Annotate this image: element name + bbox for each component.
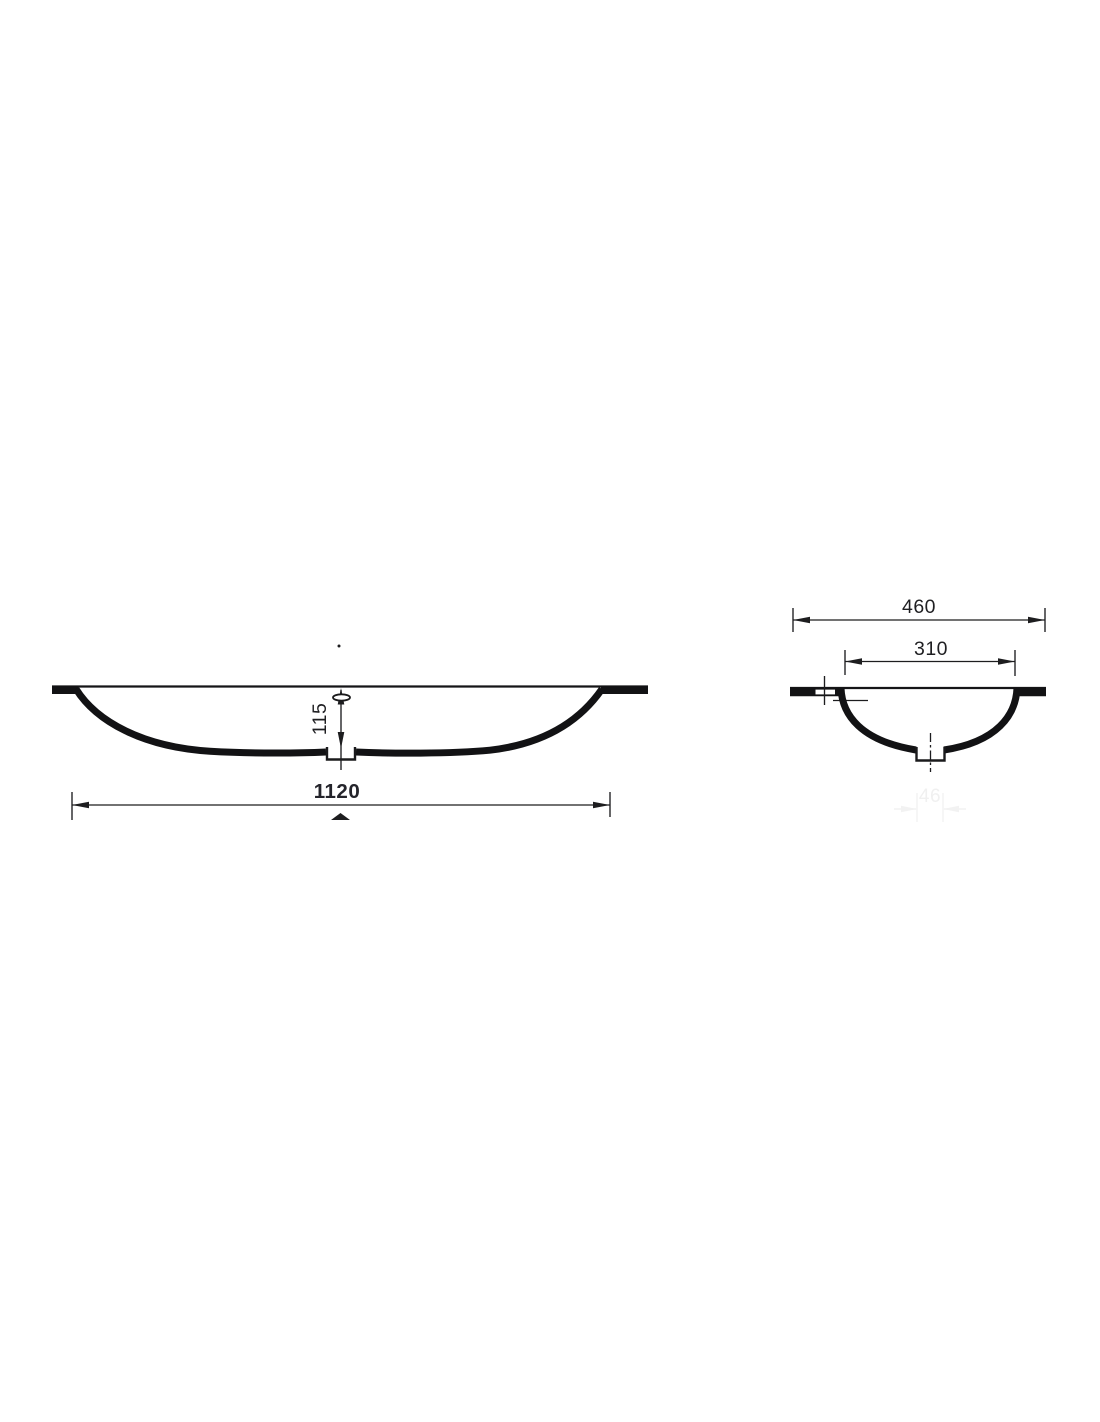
front-centerline-mark: [331, 813, 350, 820]
front-dim-width-label: 1120: [314, 780, 360, 803]
side-dim-overall: 460: [792, 596, 1046, 632]
side-dim-bowl-arrow-left: [845, 658, 862, 665]
side-bowl-wall-right: [943, 687, 1021, 754]
front-dim-width-arrow-left: [72, 801, 89, 809]
front-view: 115 1120: [52, 644, 648, 820]
side-dim-overall-label: 460: [902, 596, 936, 618]
side-view: 460 310: [790, 596, 1046, 822]
side-dim-bowl-label: 310: [914, 638, 948, 660]
front-bowl-wall-left: [73, 687, 327, 757]
front-dim-height-label: 115: [309, 703, 331, 736]
side-dim-overall-arrow-left: [793, 616, 810, 624]
front-dim-width-arrow-right: [593, 801, 610, 809]
side-bowl-wall-left: [837, 687, 917, 754]
side-dim-bowl-arrow-right: [998, 658, 1015, 665]
front-dim-height-arrow-down: [337, 732, 345, 749]
front-bowl-wall-right: [355, 687, 605, 757]
side-faucet-hole-slot: [815, 689, 835, 695]
side-dim-drain-faint: 46: [894, 786, 966, 822]
side-dim-drain-arrow-right: [943, 805, 959, 813]
front-center-dot: [337, 644, 341, 648]
side-dim-drain-arrow-left: [901, 805, 917, 813]
side-dim-drain-label: 46: [919, 786, 941, 807]
front-overflow-hole: [332, 693, 351, 702]
front-dim-height: 115: [309, 688, 351, 770]
side-dim-bowl: 310: [844, 638, 1016, 676]
front-dim-width: 1120: [71, 780, 611, 820]
side-dim-overall-arrow-right: [1028, 616, 1045, 624]
